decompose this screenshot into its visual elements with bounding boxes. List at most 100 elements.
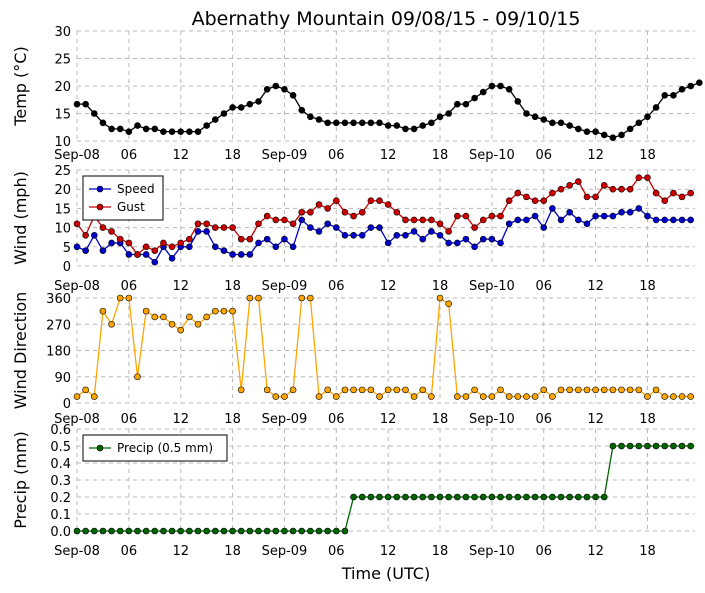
temperature-series-point bbox=[402, 125, 409, 133]
wind-direction-x-tick-label: 18 bbox=[432, 412, 449, 427]
wind-direction-x-tick-label: 12 bbox=[587, 412, 604, 427]
temperature-series-point bbox=[549, 119, 556, 127]
precipitation-series-precip-0-5-mm--point bbox=[557, 493, 565, 501]
wind-speed-series-speed-point bbox=[203, 228, 210, 235]
precipitation-series-precip-0-5-mm--point bbox=[592, 493, 599, 501]
precipitation-legend-marker bbox=[96, 444, 104, 452]
temperature-series-point bbox=[168, 128, 176, 135]
precipitation-series-precip-0-5-mm--point bbox=[272, 527, 280, 535]
wind-speed-series-gust-point bbox=[177, 239, 185, 247]
precipitation-series-precip-0-5-mm--point bbox=[237, 527, 245, 535]
wind-speed-series-gust-point bbox=[661, 197, 669, 205]
wind-speed-series-gust-point bbox=[125, 239, 133, 247]
wind-direction-series-point bbox=[523, 393, 530, 400]
wind-speed-series-gust-point bbox=[592, 193, 599, 201]
chart-title: Abernathy Mountain 09/08/15 - 09/10/15 bbox=[192, 8, 581, 30]
wind-speed-x-tick-label: 18 bbox=[224, 279, 241, 294]
wind-direction-series-point bbox=[410, 393, 418, 400]
wind-direction-x-tick-label: Sep-08 bbox=[54, 412, 100, 427]
precipitation-series-precip-0-5-mm--point bbox=[566, 493, 573, 501]
wind-direction-series-point bbox=[505, 393, 513, 400]
precipitation-series-precip-0-5-mm--point bbox=[298, 527, 306, 535]
temperature-y-tick-label: 10 bbox=[54, 135, 71, 150]
wind-speed-series-speed-point bbox=[652, 216, 660, 224]
wind-speed-series-speed-point bbox=[82, 247, 89, 254]
wind-direction-series-point bbox=[384, 386, 392, 394]
wind-speed-series-gust-point bbox=[134, 251, 141, 258]
precipitation-series-precip-0-5-mm--point bbox=[116, 527, 124, 535]
wind-speed-series-speed-point bbox=[445, 239, 452, 247]
wind-speed-series-gust-point bbox=[428, 216, 435, 224]
wind-direction-y-tick-label: 90 bbox=[54, 371, 71, 386]
temperature-series-point bbox=[99, 119, 107, 127]
wind-direction-series-point bbox=[479, 393, 487, 400]
wind-speed-series-speed-point bbox=[255, 239, 262, 247]
precipitation-series-precip-0-5-mm--point bbox=[402, 493, 409, 501]
precipitation-series-precip-0-5-mm--point bbox=[540, 493, 548, 501]
precipitation-series-precip-0-5-mm--point bbox=[177, 527, 185, 535]
wind-direction-x-tick-label: 06 bbox=[535, 412, 552, 427]
wind-speed-series-gust-point bbox=[384, 201, 392, 208]
precipitation-series-precip-0-5-mm--point bbox=[203, 527, 210, 535]
precipitation-series-precip-0-5-mm--point bbox=[82, 527, 89, 535]
wind-speed-series-gust-point bbox=[246, 235, 254, 243]
temperature-series-point bbox=[350, 119, 357, 127]
wind-speed-series-gust-point bbox=[99, 224, 107, 231]
temperature-series-point bbox=[436, 113, 444, 121]
temperature-series-point bbox=[289, 92, 297, 99]
wind-direction-series-point bbox=[315, 393, 323, 400]
wind-speed-series-speed-point bbox=[471, 243, 478, 251]
wind-speed-series-gust-point bbox=[376, 197, 383, 205]
wind-speed-series-speed-point bbox=[307, 224, 314, 231]
wind-speed-series-gust-point bbox=[350, 212, 357, 220]
wind-direction-series-point bbox=[583, 386, 591, 394]
precipitation-series-precip-0-5-mm--point bbox=[367, 493, 375, 501]
wind-speed-series-gust-point bbox=[341, 208, 349, 216]
precipitation-series-precip-0-5-mm--point bbox=[315, 527, 323, 535]
wind-direction-series-point bbox=[99, 307, 107, 315]
temperature-series-point bbox=[367, 119, 375, 127]
wind-speed-series-gust-point bbox=[255, 220, 262, 228]
wind-speed-series-gust-point bbox=[108, 228, 115, 235]
precipitation-x-tick-label: 12 bbox=[172, 544, 189, 559]
wind-direction-series-point bbox=[358, 386, 366, 394]
precipitation-series-precip-0-5-mm--point bbox=[393, 493, 401, 501]
wind-speed-series-gust-point bbox=[194, 220, 202, 228]
wind-direction-x-tick-label: 12 bbox=[172, 412, 189, 427]
wind-direction-series-point bbox=[609, 386, 617, 394]
wind-speed-series-gust-point bbox=[670, 189, 677, 197]
precipitation-y-tick-label: 0.3 bbox=[50, 474, 71, 489]
wind-speed-series-speed-point bbox=[168, 255, 176, 262]
wind-speed-series-gust-point bbox=[445, 228, 452, 235]
wind-speed-series-gust-point bbox=[211, 224, 219, 231]
temperature-series-point bbox=[281, 86, 288, 93]
precipitation-series-precip-0-5-mm--point bbox=[73, 527, 81, 535]
wind-speed-series-speed-point bbox=[678, 216, 686, 224]
precipitation-series-precip-0-5-mm--point bbox=[246, 527, 254, 535]
wind-speed-series-speed-point bbox=[281, 235, 288, 243]
wind-direction-series-point bbox=[488, 393, 496, 400]
temperature-series-point bbox=[151, 125, 159, 133]
precipitation-series-precip-0-5-mm--point bbox=[428, 493, 435, 501]
precipitation-series-precip-0-5-mm--point bbox=[168, 527, 176, 535]
wind-speed-x-tick-label: 06 bbox=[121, 279, 138, 294]
wind-speed-series-speed-point bbox=[324, 220, 331, 228]
wind-direction-series-point bbox=[531, 393, 539, 400]
temperature-x-tick-label: 06 bbox=[328, 148, 345, 163]
wind-speed-series-speed-point bbox=[626, 208, 634, 216]
wind-direction-series-point bbox=[307, 294, 314, 302]
wind-speed-series-gust-point bbox=[116, 235, 124, 243]
wind-direction-series-point bbox=[592, 386, 599, 394]
temperature-series-point bbox=[160, 128, 167, 135]
wind-direction-series-point bbox=[82, 386, 89, 394]
wind-speed-series-speed-point bbox=[609, 212, 617, 220]
temperature-x-tick-label: Sep-09 bbox=[262, 148, 308, 163]
wind-speed-series-gust-point bbox=[678, 193, 686, 201]
wind-speed-series-speed-point bbox=[661, 216, 669, 224]
temperature-series-point bbox=[272, 82, 280, 90]
wind-speed-series-speed-point bbox=[350, 231, 357, 239]
wind-speed-series-speed-point bbox=[393, 231, 401, 239]
precipitation-series-precip-0-5-mm--point bbox=[618, 442, 625, 450]
wind-direction-series-point bbox=[237, 386, 245, 394]
